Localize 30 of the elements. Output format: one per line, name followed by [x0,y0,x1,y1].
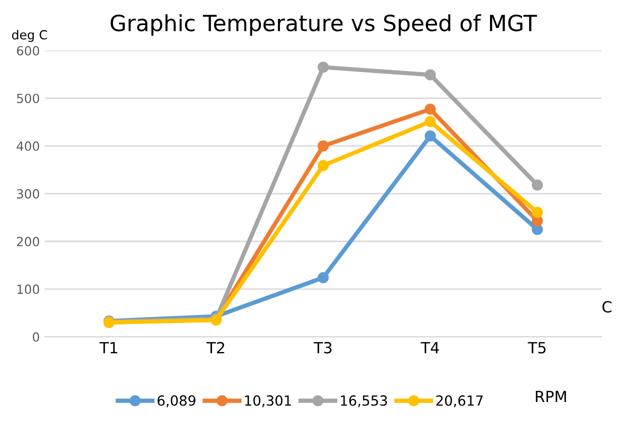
y-tick-label: 400 [16,141,40,151]
y-tick-label: 100 [17,284,40,294]
legend-label: 6,089 [158,395,196,408]
point [424,69,436,80]
x-tick-label: T4 [420,342,439,354]
point [318,272,329,284]
text: C [602,301,612,313]
x-tick-label: T2 [206,342,224,354]
y-tick-label: 200 [16,236,40,246]
y-axis-title: deg C [12,30,47,42]
chart-title: Graphic Temperature vs Speed of MGT [110,14,538,36]
point [532,206,543,218]
y-tick-label: 300 [17,189,40,199]
point [318,140,329,152]
x-tick-label: T5 [528,342,546,354]
point [424,116,436,128]
point [424,130,436,142]
legend-title: RPM [536,390,566,402]
point [424,104,436,115]
legend-label: 10,301 [245,395,291,408]
x-tick-label: T3 [314,342,332,354]
point [318,160,329,172]
legend-label: 20,617 [436,395,483,408]
y-tick-label: 0 [32,332,40,342]
point [318,62,329,73]
point [532,180,543,191]
y-tick-label: 500 [17,94,40,104]
y-tick-label: 600 [16,46,40,56]
x-tick-label: T1 [99,342,118,354]
legend-label: 16,553 [340,395,387,408]
